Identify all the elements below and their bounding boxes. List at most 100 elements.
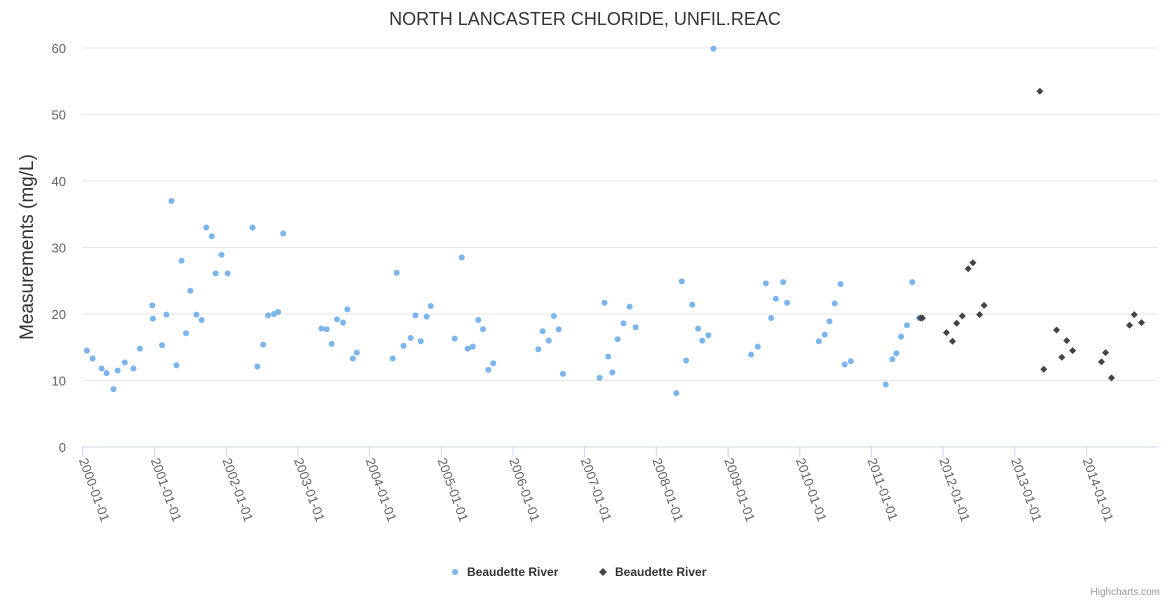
data-point-series-1[interactable] xyxy=(178,257,185,264)
data-point-series-1[interactable] xyxy=(601,299,608,306)
data-point-series-1[interactable] xyxy=(149,315,156,322)
data-point-series-1[interactable] xyxy=(417,338,424,345)
data-point-series-1[interactable] xyxy=(318,325,325,332)
data-point-series-2[interactable] xyxy=(958,312,966,320)
data-point-series-1[interactable] xyxy=(224,270,231,277)
data-point-series-1[interactable] xyxy=(626,303,633,310)
data-point-series-2[interactable] xyxy=(918,314,926,322)
data-point-series-1[interactable] xyxy=(280,230,287,237)
data-point-series-1[interactable] xyxy=(673,390,680,397)
data-point-series-1[interactable] xyxy=(485,366,492,373)
data-point-series-1[interactable] xyxy=(149,302,156,309)
data-point-series-2[interactable] xyxy=(1036,87,1044,95)
data-point-series-1[interactable] xyxy=(539,328,546,335)
data-point-series-1[interactable] xyxy=(889,356,896,363)
data-point-series-1[interactable] xyxy=(831,300,838,307)
data-point-series-1[interactable] xyxy=(893,350,900,357)
data-point-series-1[interactable] xyxy=(847,358,854,365)
data-point-series-1[interactable] xyxy=(163,311,170,318)
data-point-series-2[interactable] xyxy=(976,311,984,319)
legend-item-series-1[interactable]: Beaudette River xyxy=(452,565,559,579)
data-point-series-1[interactable] xyxy=(187,287,194,294)
data-point-series-2[interactable] xyxy=(1040,365,1048,373)
data-point-series-1[interactable] xyxy=(198,316,205,323)
data-point-series-1[interactable] xyxy=(909,279,916,286)
data-point-series-1[interactable] xyxy=(780,279,787,286)
data-point-series-1[interactable] xyxy=(389,355,396,362)
data-point-series-1[interactable] xyxy=(340,319,347,326)
data-point-series-2[interactable] xyxy=(1102,349,1110,357)
data-point-series-1[interactable] xyxy=(427,303,434,310)
data-point-series-1[interactable] xyxy=(605,353,612,360)
credits-link[interactable]: Highcharts.com xyxy=(1091,587,1160,598)
data-point-series-1[interactable] xyxy=(349,355,356,362)
data-point-series-1[interactable] xyxy=(826,318,833,325)
data-point-series-1[interactable] xyxy=(632,324,639,331)
data-point-series-2[interactable] xyxy=(1063,337,1071,345)
data-point-series-2[interactable] xyxy=(964,265,972,273)
data-point-series-1[interactable] xyxy=(898,333,905,340)
data-point-series-1[interactable] xyxy=(173,362,180,369)
data-point-series-1[interactable] xyxy=(328,340,335,347)
data-point-series-1[interactable] xyxy=(683,357,690,364)
data-point-series-1[interactable] xyxy=(353,349,360,356)
data-point-series-1[interactable] xyxy=(89,355,96,362)
data-point-series-1[interactable] xyxy=(423,313,430,320)
data-point-series-1[interactable] xyxy=(83,347,90,354)
data-point-series-1[interactable] xyxy=(249,224,256,231)
data-point-series-1[interactable] xyxy=(535,346,542,353)
data-point-series-1[interactable] xyxy=(275,309,282,316)
data-point-series-1[interactable] xyxy=(479,326,486,333)
data-point-series-1[interactable] xyxy=(678,278,685,285)
data-point-series-2[interactable] xyxy=(942,329,950,337)
data-point-series-1[interactable] xyxy=(882,381,889,388)
data-point-series-1[interactable] xyxy=(333,316,340,323)
data-point-series-1[interactable] xyxy=(159,342,166,349)
data-point-series-1[interactable] xyxy=(130,365,137,372)
data-point-series-1[interactable] xyxy=(393,269,400,276)
data-point-series-1[interactable] xyxy=(136,345,143,352)
data-point-series-1[interactable] xyxy=(323,326,330,333)
data-point-series-1[interactable] xyxy=(114,367,121,374)
data-point-series-1[interactable] xyxy=(490,360,497,367)
data-point-series-1[interactable] xyxy=(815,338,822,345)
data-point-series-2[interactable] xyxy=(948,337,956,345)
data-point-series-1[interactable] xyxy=(464,345,471,352)
data-point-series-1[interactable] xyxy=(837,281,844,288)
data-point-series-1[interactable] xyxy=(841,361,848,368)
data-point-series-1[interactable] xyxy=(748,351,755,358)
data-point-series-1[interactable] xyxy=(689,301,696,308)
data-point-series-1[interactable] xyxy=(400,342,407,349)
legend-item-series-2[interactable]: Beaudette River xyxy=(599,565,707,579)
data-point-series-1[interactable] xyxy=(193,311,200,318)
data-point-series-1[interactable] xyxy=(710,45,717,52)
data-point-series-2[interactable] xyxy=(1053,326,1061,334)
data-point-series-1[interactable] xyxy=(555,326,562,333)
data-point-series-1[interactable] xyxy=(218,251,225,258)
data-point-series-1[interactable] xyxy=(903,322,910,329)
data-point-series-1[interactable] xyxy=(620,320,627,327)
data-point-series-1[interactable] xyxy=(344,306,351,313)
data-point-series-1[interactable] xyxy=(260,341,267,348)
data-point-series-2[interactable] xyxy=(953,319,961,327)
data-point-series-1[interactable] xyxy=(168,197,175,204)
data-point-series-2[interactable] xyxy=(969,259,977,267)
data-point-series-1[interactable] xyxy=(98,365,105,372)
data-point-series-2[interactable] xyxy=(1126,321,1134,329)
data-point-series-2[interactable] xyxy=(1130,311,1138,319)
data-point-series-1[interactable] xyxy=(768,314,775,321)
data-point-series-1[interactable] xyxy=(407,334,414,341)
data-point-series-1[interactable] xyxy=(265,312,272,319)
data-point-series-1[interactable] xyxy=(695,325,702,332)
data-point-series-1[interactable] xyxy=(550,312,557,319)
data-point-series-1[interactable] xyxy=(559,370,566,377)
data-point-series-1[interactable] xyxy=(412,312,419,319)
data-point-series-1[interactable] xyxy=(614,336,621,343)
data-point-series-2[interactable] xyxy=(1069,347,1077,355)
data-point-series-2[interactable] xyxy=(1097,358,1105,366)
data-point-series-1[interactable] xyxy=(183,330,190,337)
data-point-series-1[interactable] xyxy=(212,270,219,277)
data-point-series-1[interactable] xyxy=(596,374,603,381)
data-point-series-1[interactable] xyxy=(772,295,779,302)
data-point-series-1[interactable] xyxy=(208,233,215,240)
